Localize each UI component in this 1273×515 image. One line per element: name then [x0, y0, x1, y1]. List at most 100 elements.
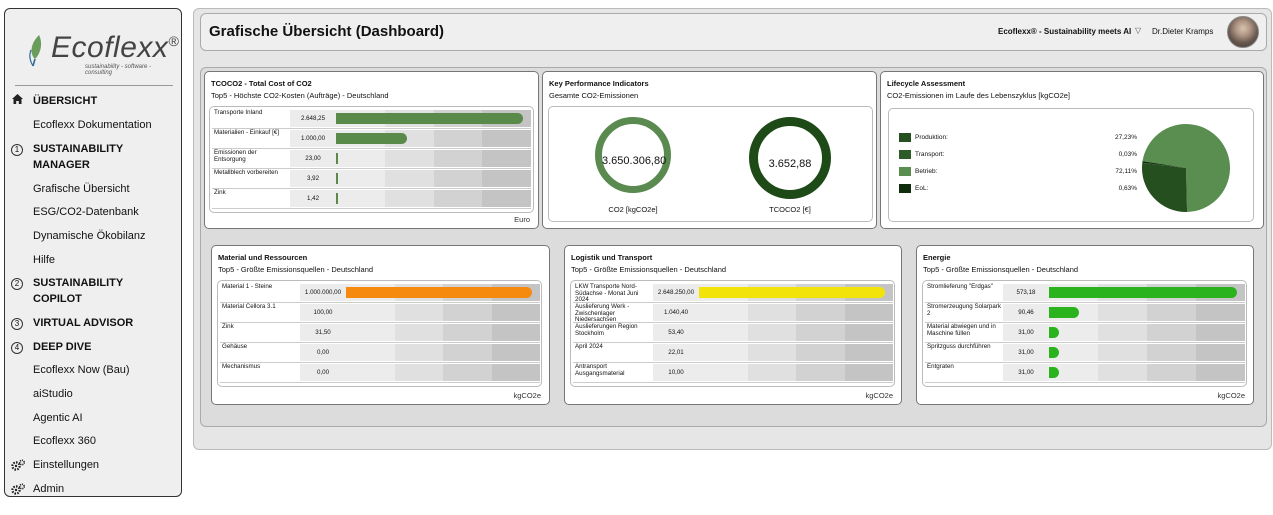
bar-track-segment	[1196, 324, 1245, 341]
bar-value: 2.648.250,00	[653, 284, 699, 301]
bar-row[interactable]: Spritzguss durchführen 31,00	[925, 343, 1245, 363]
bar-track-segment	[433, 170, 483, 187]
bar-track	[346, 344, 540, 361]
sidebar-item-deep-dive[interactable]: 4 DEEP DIVE	[5, 339, 183, 355]
card-title: Logistik und Transport	[571, 253, 653, 262]
sidebar-item-agentic-ai[interactable]: Agentic AI	[33, 412, 83, 424]
bar-value: 23,00	[290, 150, 336, 167]
bar-track-segment	[346, 344, 395, 361]
bar-row[interactable]: Auslieferung Werk - Zwischenlager Nieder…	[573, 303, 893, 323]
lifecycle-chart: Produktion: 27,23% Transport: 0,03% Betrieb:…	[888, 108, 1254, 222]
gears-icon	[11, 459, 26, 473]
bar-track-segment	[1049, 324, 1098, 341]
unit-label: kgCO2e	[513, 391, 541, 400]
bar-label: Material Cellora 3.1	[222, 303, 276, 310]
chevron-down-icon[interactable]: ▽	[1135, 26, 1142, 35]
bar-track-segment	[433, 130, 483, 147]
pie-slice[interactable]	[1142, 124, 1230, 212]
bar-row[interactable]: Zink 31,50	[220, 323, 540, 343]
bar-track-segment	[491, 344, 540, 361]
bar-row[interactable]: Entgraten 31,00	[925, 363, 1245, 383]
bar-track-segment	[394, 364, 443, 381]
bar-value: 1,42	[290, 190, 336, 207]
kpi-rings: 3.650.306,80 CO2 [kgCO2e] 3.652,88 TCOCO…	[548, 106, 873, 222]
card-subtitle: Top5 - Höchste CO2-Kosten (Aufträge) - D…	[211, 91, 389, 100]
ecoflexx-logo[interactable]: Ecoflexx® sustainability - software - co…	[25, 27, 179, 77]
bar-row[interactable]: Material Cellora 3.1 100,00	[220, 303, 540, 323]
tcoco2-bar-chart: Transporte Inland 2.648,25 Materialien - E…	[209, 106, 534, 213]
bar-track-segment	[699, 364, 748, 381]
bar-row[interactable]: Stromlieferung "Erdgas" 573,18	[925, 283, 1245, 303]
bar-row[interactable]: Emissionen der Entsorgung 23,00	[212, 149, 531, 169]
bar-track	[699, 324, 893, 341]
sidebar-item-ecoflexx-now[interactable]: Ecoflexx Now (Bau)	[33, 364, 130, 376]
bar-row[interactable]: Transporte Inland 2.648,25	[212, 109, 531, 129]
bar-track	[699, 284, 893, 301]
sidebar-item-uebersicht[interactable]: ÜBERSICHT	[5, 93, 183, 109]
bar-row[interactable]: Metallblech vorbereiten 3,92	[212, 169, 531, 189]
bar-value: 31,50	[300, 324, 346, 341]
sidebar-item-einstellungen[interactable]: Einstellungen	[5, 457, 183, 473]
bar-track-segment	[1196, 364, 1245, 381]
bar-track	[336, 130, 531, 147]
bar-row[interactable]: Mechanismus 0,00	[220, 363, 540, 383]
bar-row[interactable]: Auslieferungen Region Stockholm 53,40	[573, 323, 893, 343]
bar-label: Gehäuse	[222, 343, 248, 350]
bar-track	[336, 110, 531, 127]
bar-row[interactable]: Antransport Ausgangsmaterial 10,00	[573, 363, 893, 383]
legend-percent: 27,23%	[1114, 134, 1137, 141]
bar-track-segment	[491, 324, 540, 341]
sidebar-item-aistudio[interactable]: aiStudio	[33, 388, 73, 400]
bar-label: Antransport Ausgangsmaterial	[575, 363, 625, 377]
bar-value: 31,00	[1003, 364, 1049, 381]
bar-label: Metallblech vorbereiten	[214, 169, 278, 176]
bar-track-segment	[482, 190, 531, 207]
bar-track	[1049, 344, 1245, 361]
sidebar-item-admin[interactable]: Admin	[5, 481, 183, 497]
bar-track-segment	[433, 190, 483, 207]
legend-item: Betrieb: 72,11%	[899, 167, 1139, 177]
avatar[interactable]	[1227, 16, 1259, 48]
bar-value: 573,18	[1003, 284, 1049, 301]
material-bar-chart: Material 1 - Steine 1.000.000,00 Material …	[217, 280, 542, 387]
bar-row[interactable]: Materialien - Einkauf [€] 1.000,00	[212, 129, 531, 149]
user-name[interactable]: Dr.Dieter Kramps	[1152, 27, 1214, 36]
bar-track-segment	[1098, 324, 1147, 341]
bar-label: Materialien - Einkauf [€]	[214, 129, 279, 136]
bar-value: 31,00	[1003, 344, 1049, 361]
bar-row[interactable]: Zink 1,42	[212, 189, 531, 209]
sidebar-item-ecoflexx-360[interactable]: Ecoflexx 360	[33, 435, 96, 447]
bar-label: LKW Transporte Nord-Südachse - Monat Jun…	[575, 283, 639, 303]
sidebar-item-hilfe[interactable]: Hilfe	[33, 254, 56, 266]
sidebar-item-virtual-advisor[interactable]: 3 VIRTUAL ADVISOR	[5, 315, 183, 331]
bar-row[interactable]: Stromerzeugung Solarpark 2 90,46	[925, 303, 1245, 323]
bar-row[interactable]: LKW Transporte Nord-Südachse - Monat Jun…	[573, 283, 893, 303]
pie-slice[interactable]	[1142, 162, 1188, 212]
sidebar-item-sustainability-copilot[interactable]: 2 SUSTAINABILITY COPILOT	[5, 275, 183, 307]
pie-slice[interactable]	[1142, 162, 1186, 168]
bar-track	[346, 304, 540, 321]
bar-row[interactable]: April 2024 22,01	[573, 343, 893, 363]
bar-row[interactable]: Gehäuse 0,00	[220, 343, 540, 363]
bar-label: Auslieferungen Region Stockholm	[575, 323, 638, 337]
unit-label: kgCO2e	[1217, 391, 1245, 400]
pie-slice[interactable]	[1142, 161, 1186, 168]
card-subtitle: Gesamte CO2-Emissionen	[549, 91, 639, 100]
bar-track-segment	[346, 364, 395, 381]
bar-row[interactable]: Material 1 - Steine 1.000.000,00	[220, 283, 540, 303]
bar-row[interactable]: Material abwiegen und in Maschine füllen…	[925, 323, 1245, 343]
bar-value: 53,40	[653, 324, 699, 341]
bar-label: Transporte Inland	[214, 109, 263, 116]
bar-track-segment	[346, 304, 395, 321]
bar-label: April 2024	[575, 343, 603, 350]
sidebar-item-grafische-uebersicht[interactable]: Grafische Übersicht	[33, 183, 130, 195]
card-title: TCOCO2 - Total Cost of CO2	[211, 79, 312, 88]
bar-track	[699, 304, 893, 321]
sidebar-item-oekobilanz[interactable]: Dynamische Ökobilanz	[33, 230, 146, 242]
logistik-card: Logistik und Transport Top5 - Größte Emi…	[564, 245, 902, 405]
sidebar-item-dokumentation[interactable]: Ecoflexx Dokumentation	[33, 119, 152, 131]
sidebar-item-sustainability-manager[interactable]: 1 SUSTAINABILITY MANAGER	[5, 141, 183, 173]
dashboard-content: TCOCO2 - Total Cost of CO2 Top5 - Höchst…	[200, 67, 1267, 427]
sidebar-item-esg-datenbank[interactable]: ESG/CO2-Datenbank	[33, 206, 139, 218]
bar-track-segment	[433, 150, 483, 167]
